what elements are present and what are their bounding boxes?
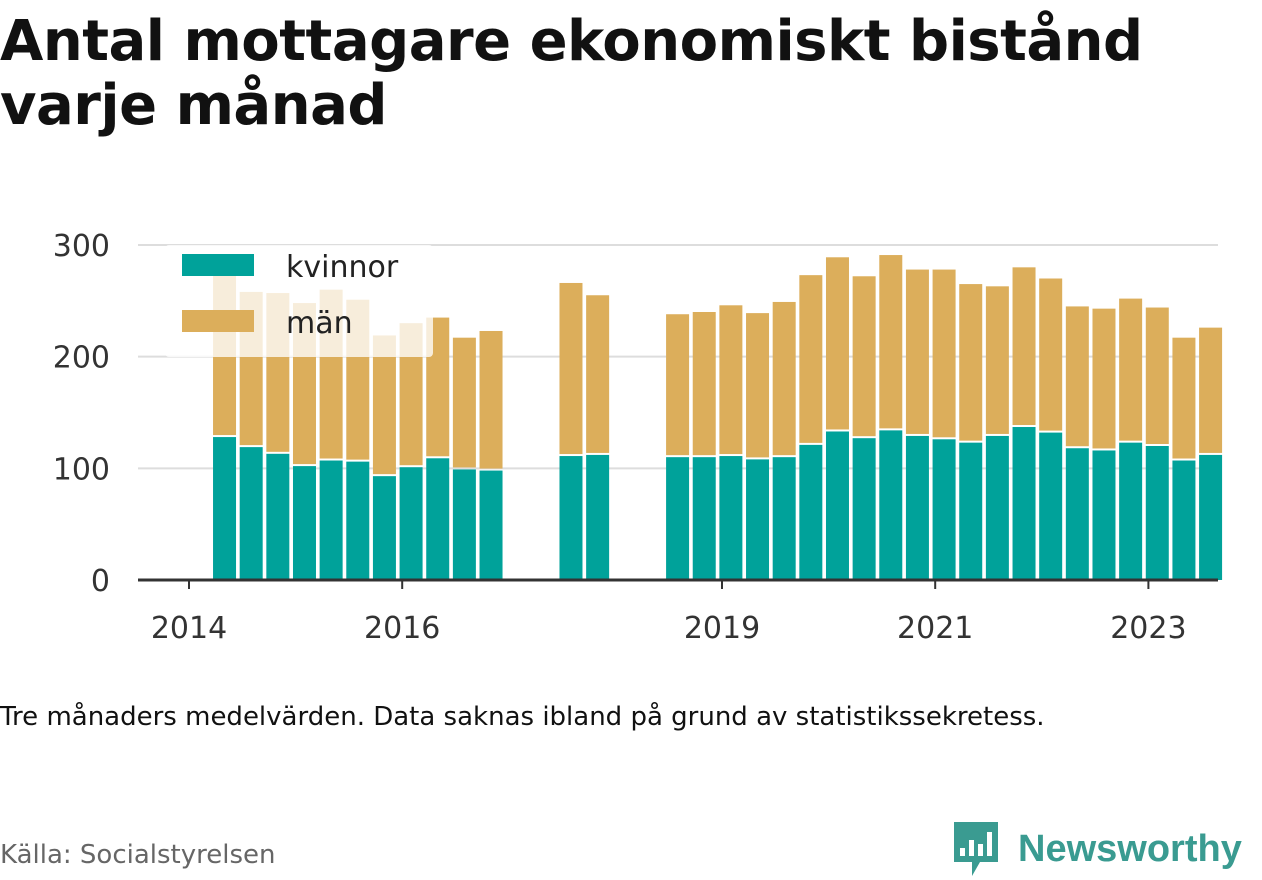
- chart-note: Tre månaders medelvärden. Data saknas ib…: [0, 702, 1045, 732]
- x-tick-label-2023: 2023: [1110, 611, 1186, 646]
- bar-kvinnor-2016-02: [399, 467, 423, 580]
- bar-man-2021-05: [959, 284, 983, 441]
- brand-name: Newsworthy: [1018, 827, 1242, 870]
- bar-kvinnor-2019-08: [772, 457, 796, 580]
- bar-man-2021-02: [932, 269, 956, 438]
- legend-label-kvinnor: kvinnor: [286, 250, 399, 285]
- bar-kvinnor-2021-11: [1012, 427, 1036, 580]
- bar-man-2019-02: [719, 305, 743, 455]
- bar-kvinnor-2021-02: [932, 439, 956, 580]
- legend-swatch-kvinnor: [182, 254, 254, 276]
- bar-kvinnor-2014-05: [213, 437, 237, 580]
- bar-kvinnor-2017-11: [586, 454, 610, 580]
- bar-man-2015-11: [372, 335, 396, 475]
- bar-man-2023-02: [1145, 307, 1169, 444]
- bar-man-2020-05: [852, 276, 876, 437]
- source-text: Källa: Socialstyrelsen: [0, 840, 276, 870]
- bar-man-2020-08: [879, 255, 903, 429]
- bar-man-2016-02: [399, 323, 423, 466]
- x-tick-label-2014: 2014: [151, 611, 227, 646]
- bar-man-2016-11: [479, 330, 503, 469]
- bar-man-2018-08: [666, 314, 690, 456]
- x-tick-label-2019: 2019: [684, 611, 760, 646]
- bar-man-2022-11: [1119, 298, 1143, 441]
- bar-kvinnor-2020-11: [905, 435, 929, 580]
- bar-kvinnor-2022-08: [1092, 450, 1116, 580]
- bar-man-2016-08: [452, 337, 476, 468]
- chart-title: Antal mottagare ekonomiskt bistånd varje…: [0, 9, 1143, 138]
- bar-kvinnor-2017-08: [559, 456, 583, 580]
- bar-kvinnor-2019-11: [799, 444, 823, 580]
- bar-man-2020-11: [905, 269, 929, 434]
- legend-label-man: män: [286, 306, 353, 341]
- bar-kvinnor-2020-05: [852, 438, 876, 580]
- bar-man-2022-08: [1092, 308, 1116, 449]
- bar-kvinnor-2019-02: [719, 456, 743, 580]
- bar-man-2020-02: [825, 257, 849, 430]
- bar-man-2023-05: [1172, 337, 1196, 459]
- y-tick-label-0: 0: [91, 564, 110, 599]
- stacked-bar-chart: 2014 2016 2019 2021 2023 0 100 200 300 kvinnor m…: [53, 229, 1223, 646]
- bar-kvinnor-2014-11: [266, 453, 290, 580]
- bar-chart-logo-icon: [954, 822, 998, 876]
- bar-kvinnor-2022-02: [1039, 432, 1063, 580]
- bar-kvinnor-2023-05: [1172, 460, 1196, 580]
- bar-kvinnor-2023-08: [1199, 454, 1223, 580]
- bar-man-2017-08: [559, 282, 583, 455]
- y-tick-label-100: 100: [53, 452, 110, 487]
- y-axis: 0 100 200 300: [53, 229, 110, 599]
- bar-man-2021-08: [985, 286, 1009, 434]
- bar-kvinnor-2022-11: [1119, 442, 1143, 580]
- bar-kvinnor-2019-05: [746, 459, 770, 580]
- bar-man-2018-11: [692, 312, 716, 456]
- bar-kvinnor-2016-11: [479, 470, 503, 580]
- bar-kvinnor-2014-08: [239, 447, 263, 580]
- bar-man-2023-08: [1199, 327, 1223, 453]
- bar-kvinnor-2021-05: [959, 442, 983, 580]
- bar-kvinnor-2015-08: [346, 461, 370, 580]
- bar-kvinnor-2022-05: [1065, 448, 1089, 580]
- bar-kvinnor-2023-02: [1145, 446, 1169, 580]
- bar-kvinnor-2016-05: [426, 458, 450, 580]
- bar-kvinnor-2018-11: [692, 457, 716, 580]
- bar-man-2019-08: [772, 301, 796, 456]
- bar-kvinnor-2016-08: [452, 469, 476, 580]
- bar-man-2019-05: [746, 313, 770, 458]
- bar-kvinnor-2018-08: [666, 457, 690, 580]
- x-tick-label-2021: 2021: [897, 611, 973, 646]
- y-tick-label-200: 200: [53, 341, 110, 376]
- y-tick-label-300: 300: [53, 229, 110, 264]
- bar-kvinnor-2021-08: [985, 435, 1009, 580]
- bar-man-2017-11: [586, 295, 610, 453]
- bar-man-2022-05: [1065, 306, 1089, 447]
- bar-kvinnor-2015-05: [319, 460, 343, 580]
- bar-man-2022-02: [1039, 278, 1063, 431]
- bar-kvinnor-2015-02: [292, 466, 316, 580]
- legend: kvinnor män: [165, 245, 433, 357]
- bar-kvinnor-2020-02: [825, 431, 849, 580]
- legend-swatch-man: [182, 310, 254, 332]
- bar-kvinnor-2020-08: [879, 430, 903, 580]
- bar-kvinnor-2015-11: [372, 476, 396, 580]
- brand-logo: Newsworthy: [950, 818, 1242, 880]
- x-axis: 2014 2016 2019 2021 2023: [138, 578, 1218, 646]
- x-tick-label-2016: 2016: [364, 611, 440, 646]
- bar-man-2019-11: [799, 275, 823, 443]
- bar-man-2021-11: [1012, 267, 1036, 426]
